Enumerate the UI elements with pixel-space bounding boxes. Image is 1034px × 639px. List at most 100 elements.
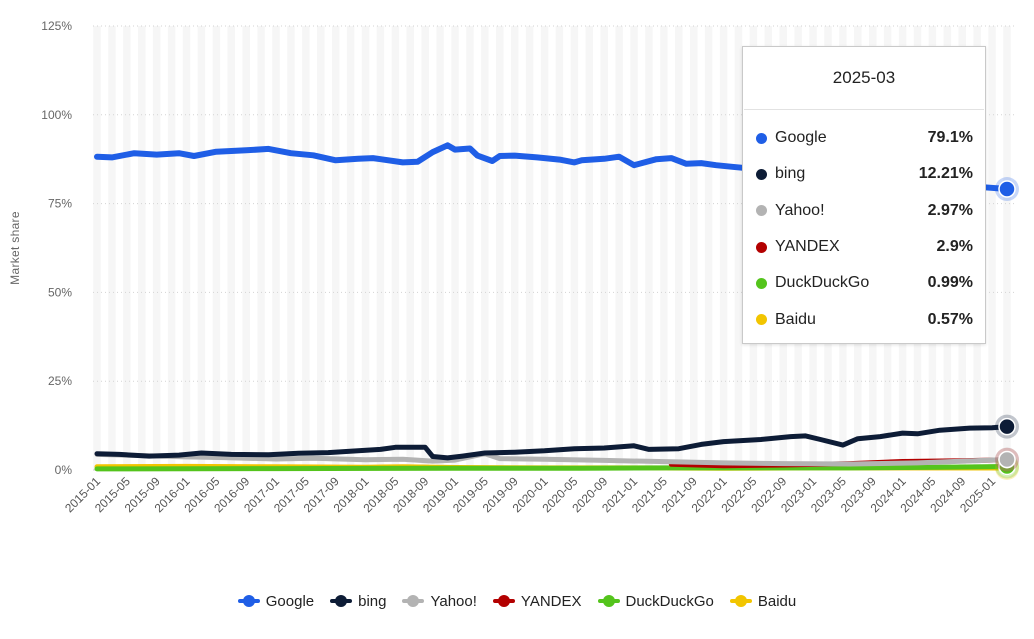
end-marker-bing — [998, 417, 1016, 436]
series-line-duckduckgo — [94, 464, 1010, 472]
legend-label: bing — [358, 592, 387, 610]
column-band — [167, 26, 176, 470]
tooltip: 2025-03 Google 79.1% bing 12.21% Yahoo! … — [742, 46, 986, 344]
column-band — [689, 26, 698, 470]
column-band — [391, 26, 400, 470]
column-band — [361, 26, 370, 470]
column-band — [182, 26, 191, 470]
column-band — [510, 26, 519, 470]
y-tick-label: 0% — [55, 463, 73, 477]
column-band — [525, 26, 534, 470]
legend-swatch — [597, 595, 620, 607]
legend-label: YANDEX — [520, 592, 582, 610]
y-tick-label: 50% — [48, 285, 72, 299]
tooltip-series-value: 2.97% — [927, 201, 973, 219]
legend-item-duckduckgo[interactable]: DuckDuckGo — [597, 592, 714, 610]
legend-item-bing[interactable]: bing — [330, 593, 386, 610]
column-band — [272, 26, 280, 470]
column-band — [600, 26, 608, 470]
tooltip-series-value: 12.21% — [918, 165, 973, 183]
column-band — [123, 26, 131, 470]
tooltip-series-name: DuckDuckGo — [775, 274, 870, 292]
column-band — [570, 26, 579, 470]
tooltip-row-duckduckgo: DuckDuckGo 0.99% — [743, 265, 985, 301]
series-line-bing — [94, 424, 1010, 461]
column-band — [331, 26, 340, 470]
y-tick-label: 125% — [41, 19, 72, 33]
column-band — [108, 26, 116, 470]
y-axis-label: Market share — [8, 211, 22, 285]
y-tick-label: 75% — [48, 197, 72, 211]
legend-label: Baidu — [757, 592, 797, 610]
column-band — [585, 26, 594, 470]
legend-label: DuckDuckGo — [625, 592, 714, 610]
column-band — [227, 26, 235, 470]
column-band — [496, 26, 504, 470]
legend-item-yahoo[interactable]: Yahoo! — [402, 592, 477, 610]
tooltip-series-value: 79.1% — [927, 129, 973, 147]
column-band — [540, 26, 549, 470]
tooltip-series-name: bing — [775, 165, 806, 183]
series-dot-icon — [756, 168, 767, 180]
tooltip-rows: Google 79.1% bing 12.21% Yahoo! 2.97% YA… — [743, 110, 985, 338]
column-band — [466, 26, 474, 470]
tooltip-row-google: Google 79.1% — [743, 120, 985, 156]
tooltip-series-value: 0.99% — [927, 274, 973, 292]
tooltip-series-name: Yahoo! — [775, 201, 825, 219]
column-band — [436, 26, 444, 470]
legend-swatch — [330, 595, 353, 607]
end-marker-yahoo — [998, 450, 1016, 469]
legend-item-baidu[interactable]: Baidu — [729, 592, 797, 610]
series-dot-icon — [756, 205, 767, 217]
column-band — [242, 26, 250, 470]
y-axis-ticks: 0% 25% 50% 75% 100% 125% — [41, 19, 72, 477]
legend-swatch — [237, 595, 260, 607]
column-band — [302, 26, 310, 470]
legend-item-yandex[interactable]: YANDEX — [492, 592, 582, 610]
column-band — [481, 26, 489, 470]
legend-label: Yahoo! — [430, 592, 477, 610]
legend-swatch — [402, 595, 425, 607]
series-dot-icon — [756, 314, 767, 326]
column-band — [555, 26, 564, 470]
column-band — [675, 26, 683, 470]
column-band — [346, 26, 355, 470]
tooltip-series-name: Baidu — [775, 310, 816, 328]
tooltip-series-name: YANDEX — [775, 238, 840, 256]
legend-swatch — [729, 595, 752, 607]
series-dot-icon — [756, 241, 767, 253]
column-band — [138, 26, 146, 470]
series-dot-icon — [756, 277, 767, 289]
tooltip-title: 2025-03 — [744, 47, 984, 110]
y-tick-label: 25% — [48, 374, 72, 388]
legend-label: Google — [265, 592, 315, 610]
column-band — [988, 26, 996, 470]
end-marker-google — [998, 180, 1016, 198]
column-band — [152, 26, 161, 470]
tooltip-series-value: 2.9% — [936, 238, 973, 256]
column-band — [421, 26, 429, 470]
column-band — [719, 26, 728, 470]
legend: Google bing Yahoo! YANDEX DuckDuckGo Bai… — [0, 588, 1034, 614]
column-band — [704, 26, 713, 470]
tooltip-series-name: Google — [775, 129, 827, 147]
tooltip-series-value: 0.57% — [927, 310, 973, 328]
column-band — [212, 26, 221, 470]
column-band — [660, 26, 668, 470]
column-band — [406, 26, 415, 470]
tooltip-row-yandex: YANDEX 2.9% — [743, 229, 985, 265]
column-band — [287, 26, 295, 470]
column-band — [197, 26, 206, 470]
end-markers — [995, 177, 1019, 480]
column-band — [734, 26, 743, 470]
column-band — [645, 26, 653, 470]
column-band — [451, 26, 459, 470]
x-axis-ticks: 2015-012015-052015-092016-012016-052016-… — [62, 474, 998, 515]
column-band — [1003, 26, 1011, 470]
tooltip-row-yahoo: Yahoo! 2.97% — [743, 193, 985, 229]
y-tick-label: 100% — [41, 108, 72, 122]
tooltip-row-bing: bing 12.21% — [743, 156, 985, 192]
column-band — [615, 26, 623, 470]
legend-item-google[interactable]: Google — [237, 592, 315, 610]
column-band — [257, 26, 265, 470]
